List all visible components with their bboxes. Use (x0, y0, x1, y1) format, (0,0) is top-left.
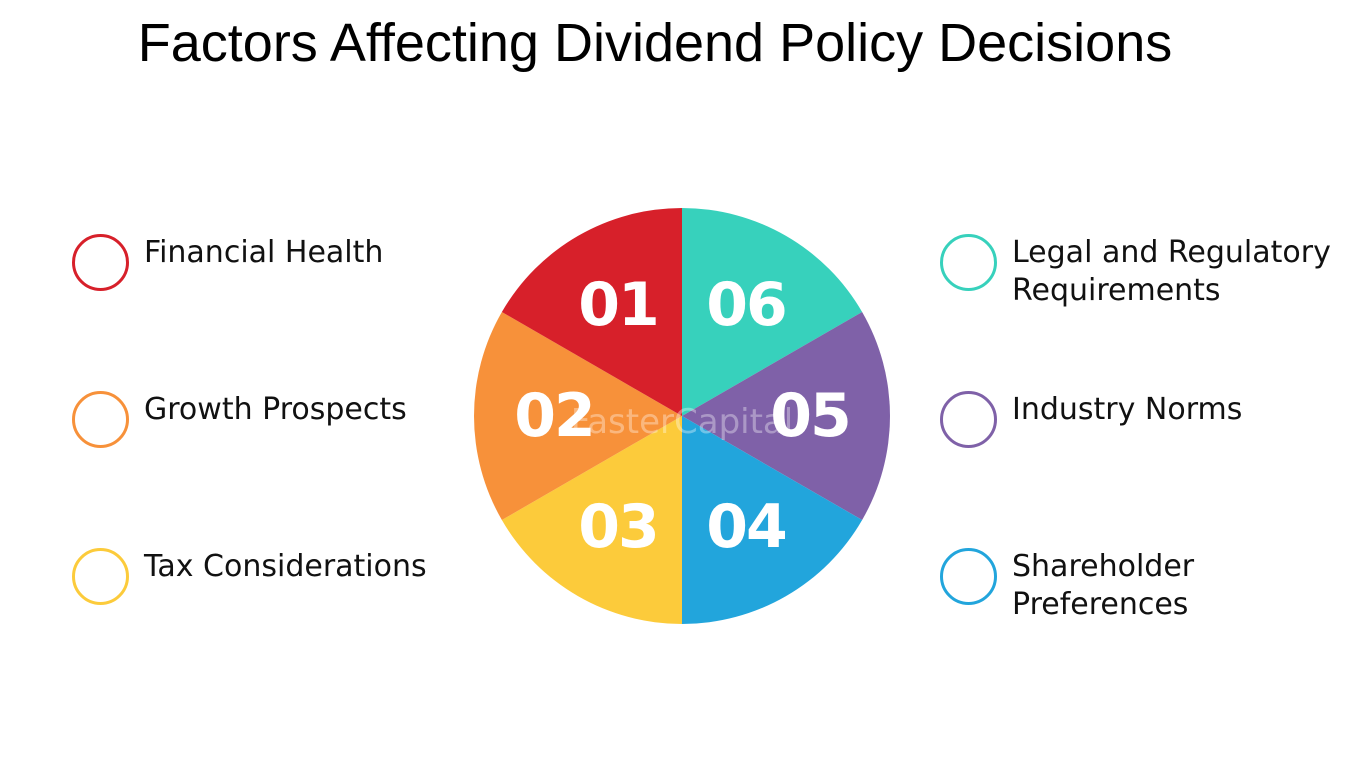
legend-label-line: Requirements (1012, 273, 1221, 308)
legend-label-line: Shareholder (1012, 549, 1195, 584)
legend-label: Financial Health (144, 234, 383, 272)
circle-outline-icon (940, 234, 997, 291)
legend-label: Tax Considerations (144, 548, 427, 586)
legend-label-line: Preferences (1012, 587, 1189, 622)
circle-outline-icon (72, 548, 129, 605)
legend-label-line: Growth Prospects (144, 392, 407, 427)
pie-segment-shareholder-preferences (682, 416, 863, 624)
legend-label: Legal and Regulatory Requirements (1012, 234, 1331, 310)
circle-outline-icon (940, 548, 997, 605)
legend-item-industry-norms: Industry Norms (940, 391, 1242, 448)
factor-pie-diagram: FasterCapital 06 05 04 03 02 01 (474, 208, 890, 624)
pie-segment-number: 01 (578, 270, 658, 340)
pie-segment-number: 04 (706, 492, 786, 562)
pie-segment-number: 06 (706, 270, 786, 340)
pie-segment-number: 02 (514, 381, 594, 451)
pie-segment-financial-health (501, 208, 682, 416)
diagram-title: Factors Affecting Dividend Policy Decisi… (137, 13, 1173, 73)
legend-label-line: Tax Considerations (144, 549, 427, 584)
pie-segment-legal-regulatory (682, 208, 863, 416)
legend-item-tax-considerations: Tax Considerations (72, 548, 427, 605)
pie-segment-tax-considerations (501, 416, 682, 624)
pie-number-labels: 06 05 04 03 02 01 (514, 270, 852, 562)
pie-segment-industry-norms (682, 312, 890, 520)
legend-label-line: Industry Norms (1012, 392, 1243, 427)
circle-outline-icon (940, 391, 997, 448)
legend-label: Shareholder Preferences (1012, 548, 1194, 624)
pie-segment-growth-prospects (474, 312, 682, 520)
pie-segment-number: 03 (578, 492, 658, 562)
watermark-text: FasterCapital (571, 402, 793, 442)
legend-label: Industry Norms (1012, 391, 1242, 429)
circle-outline-icon (72, 234, 129, 291)
legend-item-financial-health: Financial Health (72, 234, 383, 291)
legend-label-line: Financial Health (144, 235, 384, 270)
legend-item-shareholder-preferences: Shareholder Preferences (940, 548, 1194, 624)
circle-outline-icon (72, 391, 129, 448)
legend-item-growth-prospects: Growth Prospects (72, 391, 407, 448)
legend-label-line: Legal and Regulatory (1012, 235, 1331, 270)
legend-label: Growth Prospects (144, 391, 407, 429)
pie-segment-number: 05 (770, 381, 850, 451)
legend-item-legal-regulatory: Legal and Regulatory Requirements (940, 234, 1331, 310)
pie-segments (474, 208, 890, 624)
